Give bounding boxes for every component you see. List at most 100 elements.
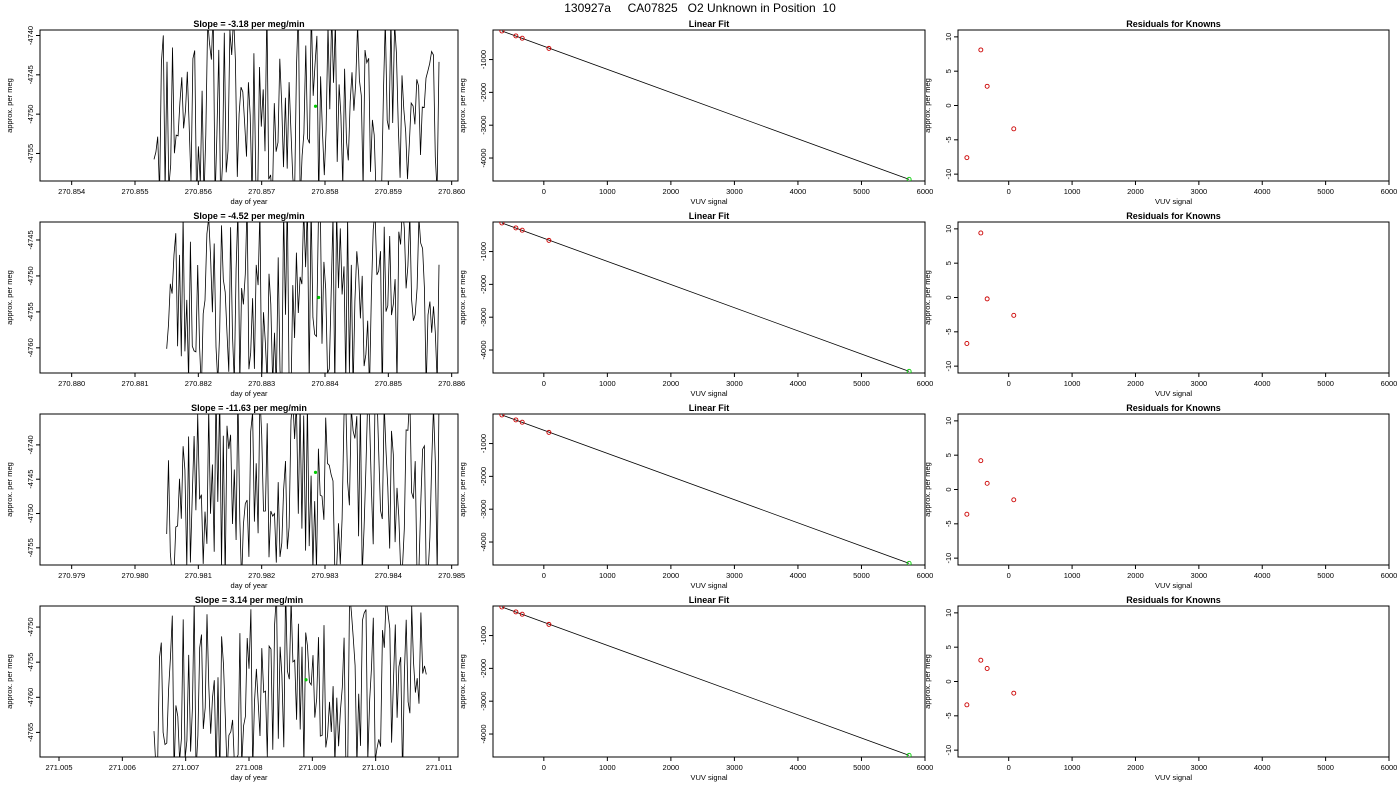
residual-point <box>1011 690 1017 696</box>
x-tick-label: 3000 <box>726 763 743 772</box>
series-line <box>166 222 440 373</box>
residual-point <box>984 480 990 486</box>
residual-point <box>978 657 984 663</box>
y-tick-label: 0 <box>944 487 953 491</box>
x-tick-label: 5000 <box>1317 763 1334 772</box>
x-tick-label: 1000 <box>599 379 616 388</box>
y-tick-label: -10 <box>944 553 953 564</box>
y-tick-label: -10 <box>944 169 953 180</box>
x-axis-label: VUV signal <box>690 197 727 206</box>
x-tick-label: 3000 <box>726 571 743 580</box>
x-tick-label: 270.885 <box>375 379 402 388</box>
x-tick-label: 5000 <box>853 763 870 772</box>
x-tick-label: 270.860 <box>438 187 465 196</box>
residual-point <box>984 296 990 302</box>
known-point <box>499 606 505 610</box>
y-tick-label: -4000 <box>479 148 488 167</box>
x-tick-label: 2000 <box>1127 571 1144 580</box>
x-tick-label: 270.854 <box>58 187 85 196</box>
x-tick-label: 270.855 <box>121 187 148 196</box>
timeseries-4-panel: Slope = 3.14 per meg/min 271.005 271.006 27… <box>5 595 459 782</box>
y-axis-label: approx. per meg <box>923 78 932 133</box>
x-tick-label: 3000 <box>726 187 743 196</box>
x-axis-label: day of year <box>230 197 268 206</box>
y-tick-label: -4755 <box>26 653 35 672</box>
y-axis-label: approx. per meg <box>923 462 932 517</box>
y-tick-label: 10 <box>944 33 953 41</box>
timeseries-1-plot-area <box>153 30 440 181</box>
known-point <box>513 33 519 39</box>
y-axis-label: approx. per meg <box>458 462 467 517</box>
x-tick-label: 270.983 <box>311 571 338 580</box>
x-tick-label: 270.881 <box>121 379 148 388</box>
residual-point <box>984 83 990 89</box>
residuals-3-panel: Residuals for Knowns 0 1000 2000 3000 4000 500… <box>923 403 1397 590</box>
y-axis-label: approx. per meg <box>5 654 14 709</box>
x-tick-label: 3000 <box>1191 187 1208 196</box>
x-tick-label: 3000 <box>1191 379 1208 388</box>
x-tick-label: 4000 <box>790 763 807 772</box>
plot-frame <box>957 413 1390 566</box>
unknown-point <box>906 752 912 757</box>
timeseries-1-panel: Slope = -3.18 per meg/min 270.854 270.855 2… <box>5 19 465 206</box>
unknown-point <box>906 560 912 565</box>
x-axis-label: VUV signal <box>1155 197 1192 206</box>
fit-1-panel: Linear Fit 0 1000 2000 3000 4000 5000 6000 VUV s… <box>458 19 933 206</box>
chart-title: Residuals for Knowns <box>1126 403 1221 413</box>
y-tick-label: -5 <box>944 136 953 143</box>
residual-point <box>964 511 970 517</box>
residual-point <box>1011 497 1017 503</box>
y-tick-label: -10 <box>944 361 953 372</box>
x-tick-label: 270.980 <box>121 571 148 580</box>
residual-point <box>1011 312 1017 318</box>
x-tick-label: 271.008 <box>235 763 262 772</box>
y-tick-label: -4755 <box>26 144 35 163</box>
y-tick-label: -4000 <box>479 724 488 743</box>
known-point <box>519 35 525 41</box>
residuals-1-plot-area <box>964 47 1017 161</box>
chart-title: Linear Fit <box>689 211 730 221</box>
chart-title: Residuals for Knowns <box>1126 211 1221 221</box>
x-tick-label: 6000 <box>917 379 934 388</box>
chart-title: Linear Fit <box>689 403 730 413</box>
known-point <box>499 30 505 34</box>
x-tick-label: 2000 <box>663 763 680 772</box>
plot-frame <box>39 413 459 566</box>
x-axis-label: VUV signal <box>690 773 727 782</box>
residual-point <box>964 702 970 708</box>
x-axis-label: VUV signal <box>690 389 727 398</box>
x-tick-label: 270.883 <box>248 379 275 388</box>
y-axis-label: approx. per meg <box>923 270 932 325</box>
chart-title: Residuals for Knowns <box>1126 19 1221 29</box>
x-tick-label: 2000 <box>1127 379 1144 388</box>
x-tick-label: 6000 <box>917 187 934 196</box>
plot-frame <box>39 29 459 182</box>
y-tick-label: -1000 <box>479 626 488 645</box>
y-tick-label: -2000 <box>479 83 488 102</box>
known-point <box>519 419 525 425</box>
y-tick-label: -4750 <box>26 504 35 523</box>
fit-line <box>501 222 910 372</box>
x-tick-label: 0 <box>1007 187 1011 196</box>
x-axis-label: VUV signal <box>1155 389 1192 398</box>
x-tick-label: 270.882 <box>185 379 212 388</box>
residuals-4-plot-area <box>964 657 1017 708</box>
x-tick-label: 1000 <box>1064 763 1081 772</box>
x-tick-label: 0 <box>1007 379 1011 388</box>
x-tick-label: 5000 <box>1317 571 1334 580</box>
y-tick-label: -1000 <box>479 242 488 261</box>
x-tick-label: 0 <box>542 763 546 772</box>
series-line <box>166 414 440 565</box>
x-tick-label: 0 <box>542 187 546 196</box>
known-point <box>546 237 552 243</box>
x-tick-label: 271.009 <box>299 763 326 772</box>
plot-frame <box>492 29 926 182</box>
y-tick-label: 0 <box>944 679 953 683</box>
known-point <box>513 225 519 231</box>
chart-title: Linear Fit <box>689 595 730 605</box>
y-axis-label: approx. per meg <box>5 78 14 133</box>
known-point <box>546 429 552 435</box>
x-tick-label: 0 <box>542 571 546 580</box>
y-tick-label: -4760 <box>26 338 35 357</box>
